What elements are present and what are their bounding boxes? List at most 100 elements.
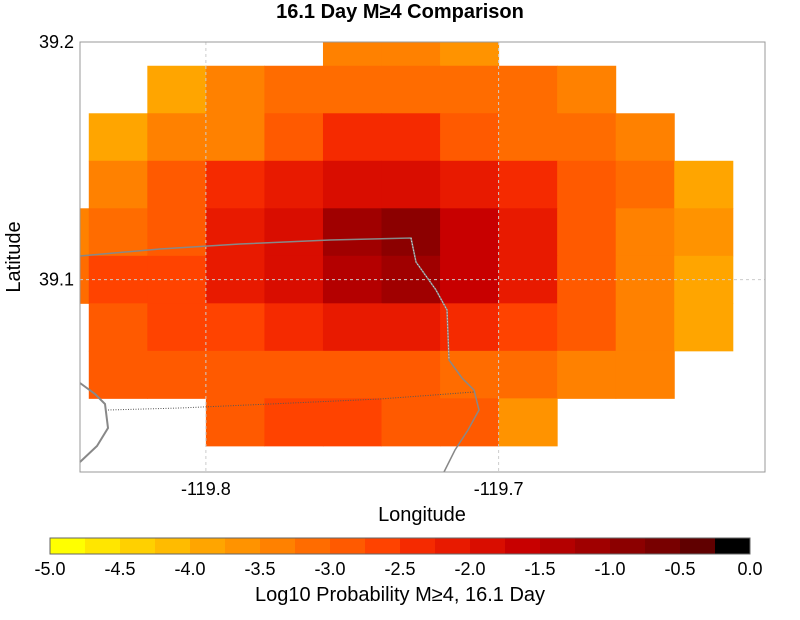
heatmap-cell: [615, 350, 675, 399]
heatmap-cell: [88, 208, 148, 257]
y-tick-label: 39.2: [39, 32, 74, 52]
colorbar-tick-label: -2.5: [384, 559, 415, 579]
colorbar-swatch: [190, 538, 226, 554]
heatmap-cells: [80, 42, 734, 447]
colorbar-frame: [49, 537, 751, 555]
heatmap-cell: [264, 398, 324, 447]
colorbar-tick-label: -4.5: [104, 559, 135, 579]
heatmap-cell: [498, 303, 558, 352]
x-tick-label: -119.8: [181, 479, 231, 499]
heatmap-cell: [264, 350, 324, 399]
heatmap-cell: [440, 350, 500, 399]
colorbar-swatch: [540, 538, 576, 554]
heatmap-cell: [147, 303, 207, 352]
colorbar-tick-label: -2.0: [454, 559, 485, 579]
heatmap-cell: [381, 42, 441, 67]
lake-shore-line: [79, 382, 110, 463]
heatmap-cell: [557, 350, 617, 399]
heatmap-cell: [205, 113, 265, 162]
heatmap-cell: [381, 398, 441, 447]
colorbar-swatch: [645, 538, 681, 554]
heatmap-cell: [88, 350, 148, 399]
colorbar-tick-label: -0.5: [664, 559, 695, 579]
chart-title: 16.1 Day M≥4 Comparison: [276, 1, 524, 23]
heatmap-cell: [147, 113, 207, 162]
heatmap-cell: [88, 303, 148, 352]
heatmap-cell: [440, 65, 500, 114]
heatmap-cell: [88, 160, 148, 209]
heatmap-cell: [498, 398, 558, 447]
heatmap-cell: [322, 303, 383, 352]
heatmap-cell: [88, 113, 148, 162]
heatmap-cell: [80, 255, 90, 304]
heatmap-cell: [674, 303, 734, 352]
colorbar-tick-label: 0.0: [737, 559, 762, 579]
heatmap-cell: [381, 113, 441, 162]
colorbar-swatch: [330, 538, 366, 554]
colorbar-swatch: [470, 538, 506, 554]
heatmap-cell: [322, 350, 383, 399]
heatmap-cell: [205, 350, 265, 399]
heatmap-cell: [381, 65, 441, 114]
colorbar-swatch: [505, 538, 541, 554]
colorbar-swatch: [225, 538, 261, 554]
heatmap-cell: [147, 160, 207, 209]
colorbar-swatch: [715, 538, 750, 554]
heatmap-cell: [147, 65, 207, 114]
colorbar-swatch: [365, 538, 401, 554]
heatmap-cell: [381, 303, 441, 352]
county-border-line: [107, 391, 475, 411]
heatmap-cell: [674, 208, 734, 257]
colorbar-label: Log10 Probability M≥4, 16.1 Day: [255, 584, 545, 606]
colorbar-swatch: [680, 538, 716, 554]
heatmap-cell: [322, 113, 383, 162]
heatmap-cell: [205, 65, 265, 114]
heatmap-cell: [264, 303, 324, 352]
heatmap-cell: [615, 208, 675, 257]
heatmap-cell: [440, 42, 500, 67]
heatmap-cell: [80, 208, 90, 257]
heatmap-cell: [615, 113, 675, 162]
heatmap-cell: [205, 160, 265, 209]
x-tick-label: -119.7: [474, 479, 524, 499]
heatmap-cell: [264, 208, 324, 257]
heatmap-cell: [498, 113, 558, 162]
heatmap-cell: [381, 350, 441, 399]
x-axis-label: Longitude: [378, 504, 466, 526]
heatmap-cell: [557, 208, 617, 257]
colorbar-swatch: [50, 538, 86, 554]
heatmap-cell: [440, 113, 500, 162]
heatmap-cell: [205, 303, 265, 352]
colorbar-tick-label: -3.0: [314, 559, 345, 579]
axis-ticks: -119.8 -119.7 39.2 39.1: [39, 32, 524, 499]
heatmap-cell: [557, 303, 617, 352]
colorbar-tick-label: -3.5: [244, 559, 275, 579]
heatmap-cell: [557, 113, 617, 162]
boundary-lines: [79, 237, 480, 473]
colorbar-tick-label: -1.0: [594, 559, 625, 579]
heatmap-cell: [498, 65, 558, 114]
heatmap-cell: [557, 65, 617, 114]
heatmap-cell: [264, 65, 324, 114]
colorbar-swatch: [435, 538, 471, 554]
y-axis-label: Latitude: [3, 221, 25, 292]
colorbar-swatch: [155, 538, 191, 554]
heatmap-cell: [322, 208, 383, 257]
heatmap-cell: [205, 398, 265, 447]
colorbar-tick-label: -4.0: [174, 559, 205, 579]
heatmap-cell: [440, 303, 500, 352]
heatmap-cell: [322, 65, 383, 114]
colorbar-swatch: [120, 538, 156, 554]
colorbar: -5.0 -4.5 -4.0 -3.5 -3.0 -2.5 -2.0 -1.5 -1.0 -0.5…: [34, 537, 763, 579]
colorbar-swatch: [575, 538, 611, 554]
y-tick-label: 39.1: [39, 270, 74, 290]
heatmap-cell: [322, 42, 383, 67]
colorbar-swatch: [85, 538, 121, 554]
colorbar-tick-label: -1.5: [524, 559, 555, 579]
heatmap-cell: [381, 208, 441, 257]
colorbar-swatch: [400, 538, 436, 554]
heatmap-cell: [264, 113, 324, 162]
colorbar-swatch: [260, 538, 296, 554]
heatmap-cell: [322, 398, 383, 447]
